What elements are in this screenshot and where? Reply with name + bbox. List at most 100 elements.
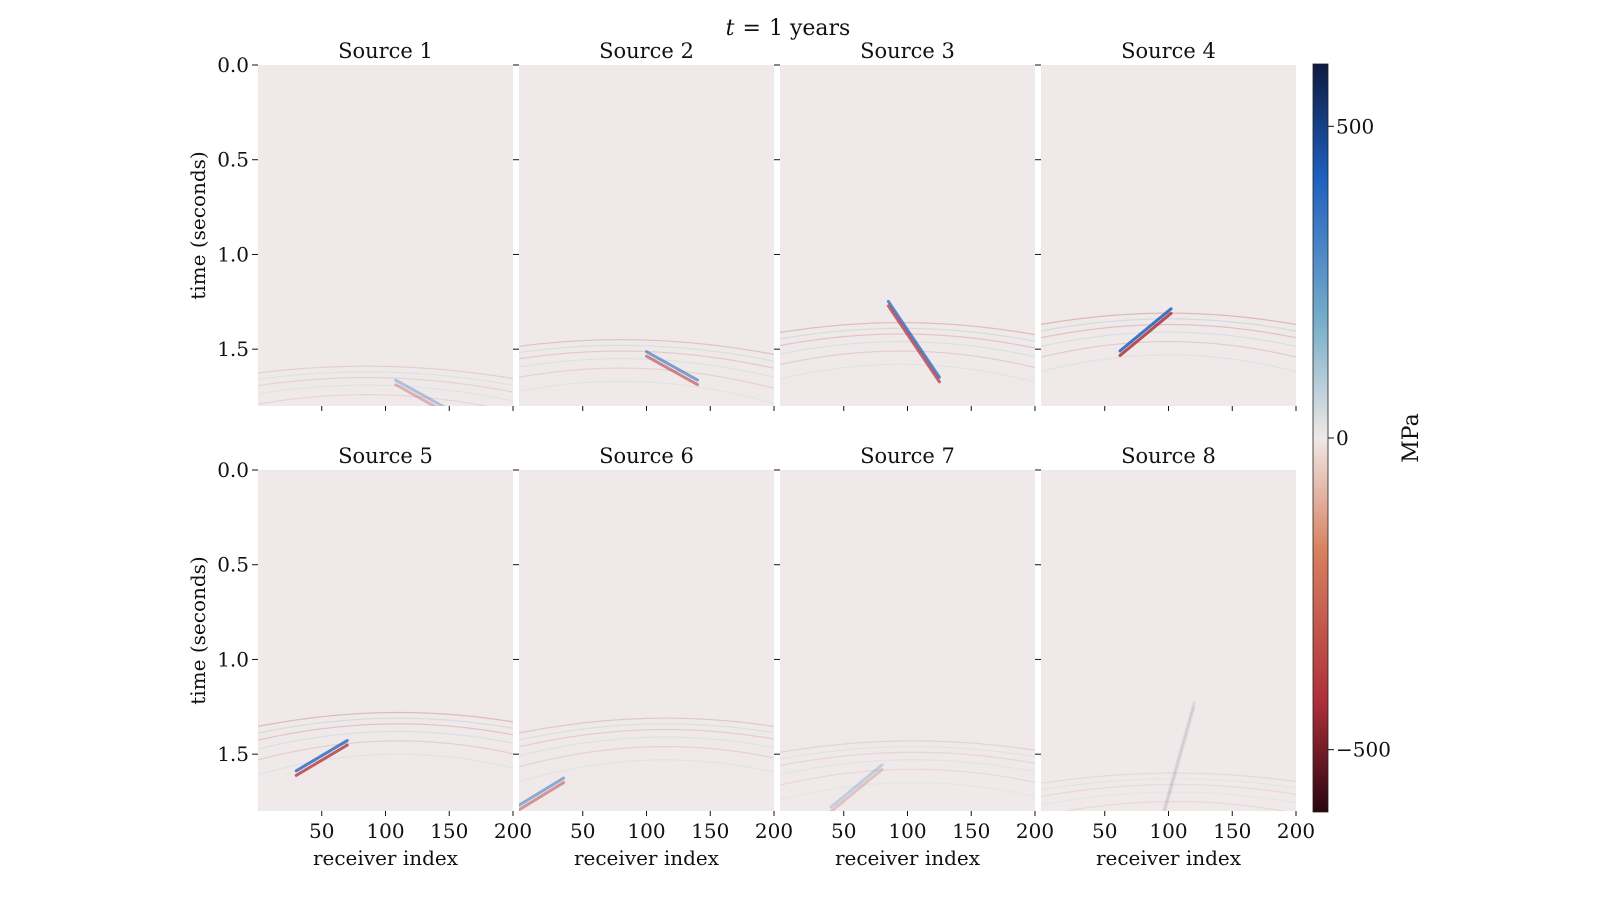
reflection-event bbox=[519, 781, 566, 811]
wavefront-curve bbox=[519, 380, 774, 404]
colorbar: 500 0 −500 MPa bbox=[1312, 63, 1424, 813]
y-axis-label: time (seconds) bbox=[186, 151, 210, 300]
colorbar-tick-label: 0 bbox=[1336, 426, 1349, 450]
x-tick-label: 200 bbox=[1016, 819, 1054, 843]
wavefront-curve bbox=[519, 717, 774, 734]
x-tick-label: 150 bbox=[952, 819, 990, 843]
wavefield bbox=[780, 740, 1035, 811]
panel-title: Source 8 bbox=[1121, 444, 1216, 468]
panel-source-4: Source 4 bbox=[1035, 39, 1297, 411]
colorbar-tick-label: −500 bbox=[1336, 738, 1391, 762]
wavefront-curve bbox=[258, 371, 513, 386]
reflection-event bbox=[829, 767, 884, 811]
panel-background bbox=[258, 65, 513, 406]
wavefront-curve bbox=[519, 759, 774, 783]
wavefront-curve bbox=[780, 768, 1035, 786]
wavefront-curve bbox=[258, 377, 513, 393]
figure-title: t = 1 years bbox=[726, 16, 851, 41]
panel-source-3: Source 3 bbox=[774, 39, 1036, 411]
reflection-event bbox=[829, 763, 884, 809]
y-tick-label: 1.0 bbox=[217, 242, 249, 266]
wavefront-curve bbox=[258, 753, 513, 776]
colorbar-gradient bbox=[1312, 63, 1329, 813]
panel-title: Source 4 bbox=[1121, 39, 1216, 63]
panel-background bbox=[258, 470, 513, 811]
wavefield bbox=[258, 711, 513, 777]
wavefront-curve bbox=[519, 344, 774, 362]
reflection-event bbox=[1163, 705, 1196, 811]
panel-background bbox=[1041, 470, 1296, 811]
wavefront-curve bbox=[780, 740, 1035, 753]
reflection-event bbox=[645, 350, 699, 382]
wavefront-curve bbox=[258, 740, 513, 761]
y-tick-label: 0.5 bbox=[217, 553, 249, 577]
panel-source-8: Source 8 50 100 150 200 receiver index bbox=[1035, 444, 1315, 870]
reflection-event bbox=[886, 304, 941, 384]
wavefront-curve bbox=[1041, 791, 1296, 806]
x-tick-label: 100 bbox=[627, 819, 665, 843]
wavefront-curve bbox=[1041, 772, 1296, 784]
x-axis-label: receiver index bbox=[313, 846, 459, 870]
x-tick-label: 100 bbox=[1149, 819, 1187, 843]
wavefront-curve bbox=[519, 723, 774, 741]
reflection-event bbox=[645, 354, 699, 387]
colorbar-label: MPa bbox=[1399, 413, 1424, 462]
wavefield bbox=[519, 339, 774, 404]
y-tick-label: 0.5 bbox=[217, 148, 249, 172]
y-axis-label: time (seconds) bbox=[186, 556, 210, 705]
wavefront-curve bbox=[258, 723, 513, 741]
panel-source-5: Source 5 0.0 0.5 1.0 1.5 time (seconds) 50 100 1… bbox=[186, 444, 532, 870]
wavefield bbox=[1041, 307, 1296, 373]
panel-source-2: Source 2 bbox=[513, 39, 775, 411]
wavefront-curve bbox=[1041, 323, 1296, 339]
panel-background bbox=[780, 65, 1035, 406]
x-tick-label: 150 bbox=[691, 819, 729, 843]
x-tick-label: 200 bbox=[1277, 819, 1315, 843]
reflection-event bbox=[394, 383, 438, 406]
panel-title: Source 1 bbox=[338, 39, 433, 63]
x-tick-label: 50 bbox=[1092, 819, 1117, 843]
panel-title: Source 7 bbox=[860, 444, 955, 468]
panel-title: Source 2 bbox=[599, 39, 694, 63]
reflection-event bbox=[519, 776, 566, 807]
colorbar-ticks: 500 0 −500 bbox=[1328, 114, 1391, 762]
y-tick-label: 1.5 bbox=[217, 742, 249, 766]
reflection-event bbox=[886, 299, 941, 379]
wavefront-curve bbox=[519, 339, 774, 355]
wavefront-curve bbox=[1041, 341, 1296, 358]
wavefront-curve bbox=[780, 759, 1035, 775]
x-tick-label: 50 bbox=[570, 819, 595, 843]
reflection-event bbox=[1162, 701, 1196, 811]
wavefront-curve bbox=[258, 384, 513, 402]
wavefront-curve bbox=[519, 736, 774, 757]
wavefront-curve bbox=[258, 365, 513, 380]
wavefront-curve bbox=[780, 751, 1035, 767]
panel-title: Source 3 bbox=[860, 39, 955, 63]
y-tick-label: 0.0 bbox=[217, 458, 249, 482]
x-tick-label: 150 bbox=[1213, 819, 1251, 843]
wavefront-curve bbox=[780, 782, 1035, 801]
x-tick-label: 50 bbox=[309, 819, 334, 843]
panel-source-7: Source 7 50 100 150 200 receiver index bbox=[774, 444, 1054, 870]
panel-source-1: Source 1 0.0 0.5 1.0 1.5 time (seconds) bbox=[186, 39, 514, 411]
wavefront-curve bbox=[519, 358, 774, 378]
wavefield bbox=[780, 299, 1035, 384]
wavefront-curve bbox=[1041, 354, 1296, 373]
x-tick-label: 100 bbox=[366, 819, 404, 843]
panel-title: Source 5 bbox=[338, 444, 433, 468]
wavefront-curve bbox=[1041, 778, 1296, 791]
reflection-event bbox=[1118, 311, 1173, 357]
x-tick-label: 200 bbox=[494, 819, 532, 843]
panel-grid: Source 1 0.0 0.5 1.0 1.5 time (seconds) Source… bbox=[186, 39, 1315, 870]
y-tick-label: 0.0 bbox=[217, 53, 249, 77]
wavefront-curve bbox=[258, 711, 513, 727]
reflection-event bbox=[294, 739, 349, 773]
wavefront-curve bbox=[780, 350, 1035, 369]
reflection-event bbox=[294, 743, 349, 777]
wavefront-curve bbox=[519, 367, 774, 389]
colorbar-tick-label: 500 bbox=[1336, 114, 1374, 138]
wavefield bbox=[258, 365, 513, 406]
y-tick-label: 1.0 bbox=[217, 647, 249, 671]
reflection-event bbox=[1118, 307, 1173, 353]
